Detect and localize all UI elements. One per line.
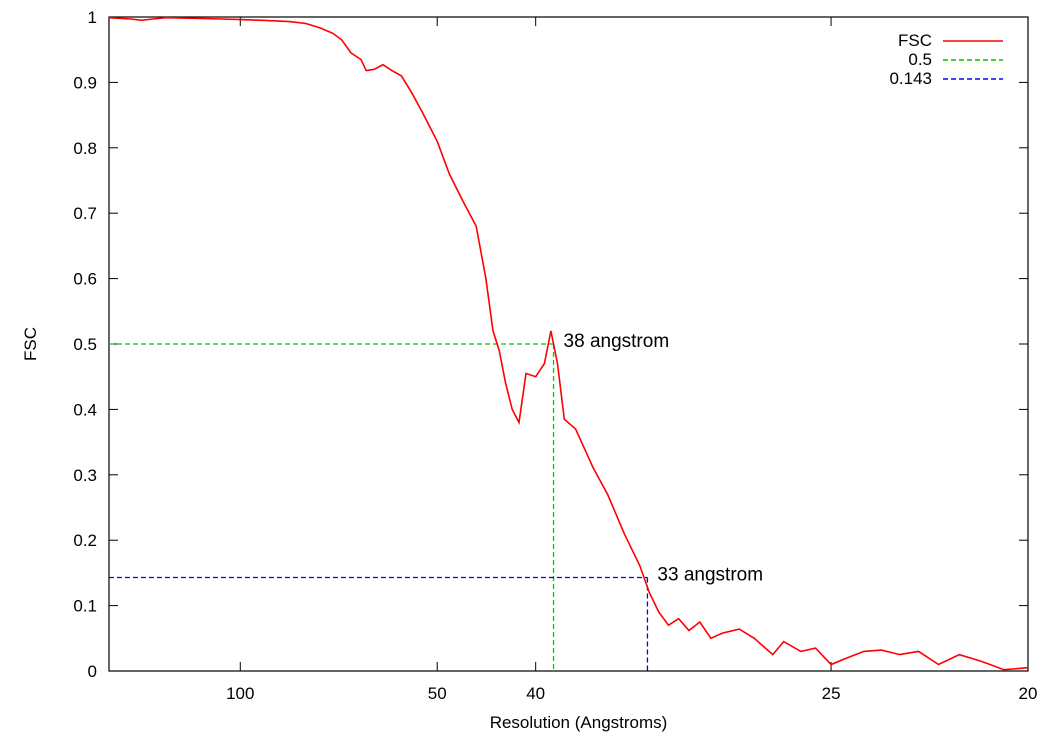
y-tick-label: 0.3 bbox=[73, 466, 97, 485]
y-tick-label: 0.4 bbox=[73, 400, 97, 419]
y-tick-label: 0.8 bbox=[73, 139, 97, 158]
y-tick-label: 1 bbox=[88, 8, 97, 27]
axis-ticks bbox=[109, 16, 1029, 672]
fsc-curve bbox=[108, 16, 1029, 671]
x-tick-label: 40 bbox=[526, 684, 545, 703]
x-tick-label: 20 bbox=[1019, 684, 1038, 703]
annotation-label: 38 angstrom bbox=[564, 331, 670, 352]
x-tick-label: 25 bbox=[822, 684, 841, 703]
y-tick-label: 0 bbox=[88, 662, 97, 681]
y-tick-label: 0.5 bbox=[73, 335, 97, 354]
y-tick-label: 0.9 bbox=[73, 73, 97, 92]
legend-label: 0.143 bbox=[889, 69, 932, 88]
y-tick-label: 0.7 bbox=[73, 204, 97, 223]
y-tick-label: 0.2 bbox=[73, 531, 97, 550]
x-tick-label: 50 bbox=[428, 684, 447, 703]
y-tick-labels: 0 0.1 0.2 0.3 0.4 0.5 0.6 0.7 0.8 0.9 1 bbox=[73, 8, 97, 681]
y-axis-label: FSC bbox=[21, 327, 40, 361]
y-tick-label: 0.6 bbox=[73, 270, 97, 289]
legend-label: FSC bbox=[898, 31, 932, 50]
x-tick-labels: 100 50 40 25 20 bbox=[226, 684, 1037, 703]
x-tick-label: 100 bbox=[226, 684, 254, 703]
annotations: 38 angstrom 33 angstrom bbox=[564, 331, 764, 585]
threshold-lines bbox=[109, 343, 649, 671]
annotation-label: 33 angstrom bbox=[657, 564, 763, 585]
x-axis-label: Resolution (Angstroms) bbox=[490, 713, 668, 732]
y-tick-label: 0.1 bbox=[73, 597, 97, 616]
legend-label: 0.5 bbox=[908, 50, 932, 69]
